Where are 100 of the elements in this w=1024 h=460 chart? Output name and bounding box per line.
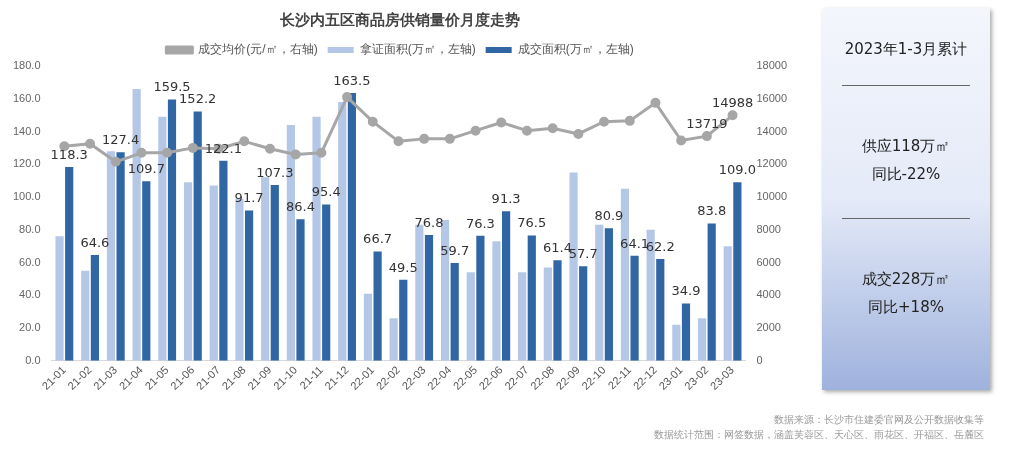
data-label: 76.3 <box>465 215 495 231</box>
legend-label: 成交均价(元/㎡，右轴) <box>198 42 318 57</box>
y2-tick-label: 14000 <box>756 124 788 137</box>
point <box>496 117 507 128</box>
data-label: 109.0 <box>718 162 756 178</box>
bar <box>527 235 536 361</box>
y2-tick-label: 16000 <box>756 91 788 104</box>
bar <box>55 236 64 361</box>
point <box>162 147 173 158</box>
data-label: 163.5 <box>333 72 371 88</box>
data-label: 107.3 <box>256 164 294 180</box>
bar <box>492 241 501 361</box>
point <box>470 125 481 136</box>
bar <box>90 254 99 361</box>
bar <box>656 258 665 361</box>
point <box>342 92 353 103</box>
bar <box>167 99 177 361</box>
y-tick-label: 20.0 <box>19 321 41 334</box>
data-label: 118.3 <box>50 146 88 162</box>
data-label: 76.8 <box>414 214 444 230</box>
bar <box>697 318 707 361</box>
point <box>239 136 250 147</box>
bar <box>476 235 485 361</box>
y2-tick-label: 0 <box>756 353 763 366</box>
data-label: 109.7 <box>127 161 165 176</box>
y-tick-label: 180.0 <box>13 59 41 72</box>
bar <box>116 152 125 361</box>
bar <box>595 224 604 361</box>
bar <box>604 228 613 361</box>
legend-label: 拿证面积(万㎡，左轴) <box>359 42 476 57</box>
point <box>367 116 378 127</box>
bar <box>296 219 305 361</box>
chart-title: 长沙内五区商品房供销量价月度走势 <box>279 10 520 29</box>
bar <box>338 102 347 361</box>
text: 成交228万㎡ <box>860 269 952 290</box>
point <box>316 147 327 158</box>
bar <box>723 246 732 361</box>
bar <box>543 267 552 361</box>
point <box>650 97 661 108</box>
data-label: 59.7 <box>440 242 470 258</box>
bar <box>399 279 408 361</box>
text: 同比+18% <box>867 297 945 318</box>
point <box>573 128 584 139</box>
bar <box>466 272 475 361</box>
y-tick-label: 0.0 <box>25 353 41 366</box>
y-tick-label: 80.0 <box>19 222 41 235</box>
data-label: 66.7 <box>363 231 393 247</box>
point <box>727 110 738 121</box>
y2-tick-label: 2000 <box>756 321 781 334</box>
data-label: 49.5 <box>388 259 418 275</box>
data-label: 83.8 <box>697 203 727 219</box>
data-label: 86.4 <box>286 199 315 215</box>
y-tick-label: 120.0 <box>13 157 41 170</box>
y-tick-label: 160.0 <box>13 91 41 104</box>
text: 2023年1-3月累计 <box>843 40 969 59</box>
data-label: 80.9 <box>594 208 624 224</box>
bar <box>261 177 270 361</box>
bar <box>270 185 279 361</box>
y2-tick-label: 12000 <box>756 157 788 170</box>
bar <box>81 270 90 361</box>
y2-tick-label: 6000 <box>756 255 781 268</box>
data-label: 14988 <box>711 95 754 111</box>
bar <box>209 185 218 361</box>
data-label: 64.6 <box>80 234 110 250</box>
data-label: 34.9 <box>671 283 701 299</box>
text: 同比-22% <box>870 164 942 185</box>
data-label: 91.7 <box>234 190 264 206</box>
data-label: 91.3 <box>491 191 521 207</box>
bar <box>373 251 382 361</box>
point <box>110 156 121 167</box>
data-label: 13719 <box>686 115 728 131</box>
point <box>599 116 610 127</box>
y-tick-label: 60.0 <box>19 255 41 268</box>
bar <box>389 318 398 361</box>
bar <box>707 223 716 361</box>
bar <box>630 255 639 361</box>
bar <box>245 210 254 361</box>
legend-label: 成交面积(万㎡，左轴) <box>517 42 634 57</box>
point <box>187 142 198 153</box>
bar <box>363 293 373 361</box>
bar <box>501 211 511 361</box>
point <box>701 131 712 142</box>
bar <box>142 181 151 361</box>
bar <box>450 263 459 361</box>
bar <box>681 303 691 361</box>
point <box>444 133 455 144</box>
bar <box>183 182 193 361</box>
point <box>547 123 558 134</box>
y-tick-label: 140.0 <box>13 124 41 137</box>
bar <box>347 93 356 361</box>
bar <box>553 260 562 361</box>
source-note: 数据来源：长沙市住建委官网及公开数据收集等 <box>773 413 984 427</box>
y-tick-label: 40.0 <box>19 288 41 301</box>
data-label: 62.2 <box>645 238 675 254</box>
y2-tick-label: 4000 <box>756 288 781 301</box>
data-label: 76.5 <box>517 215 547 231</box>
bar <box>424 235 434 361</box>
bar <box>672 324 681 361</box>
point <box>676 135 687 146</box>
data-label: 127.4 <box>101 132 140 148</box>
